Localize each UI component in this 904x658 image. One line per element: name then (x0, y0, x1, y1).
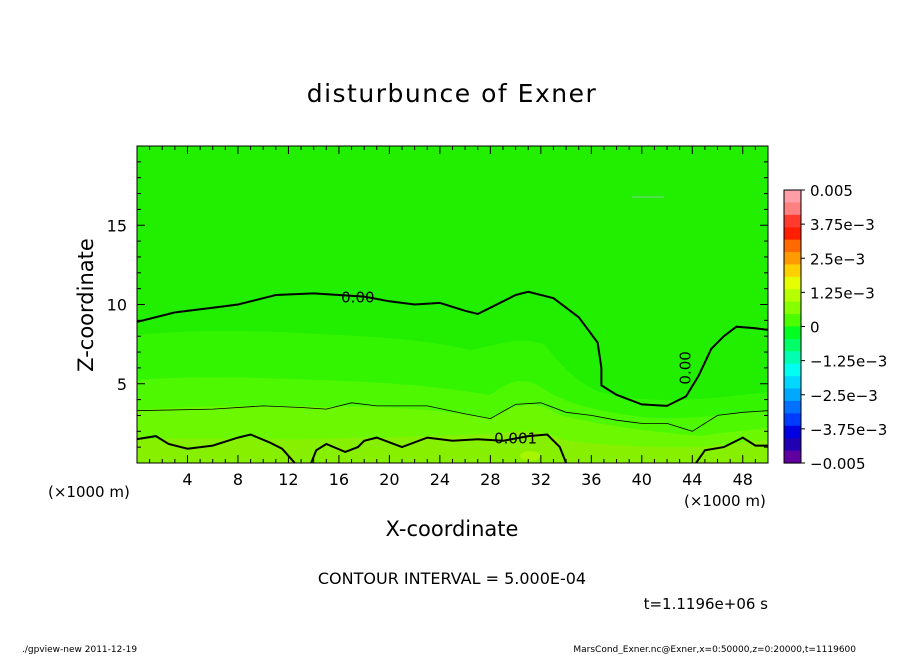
colorbar-label: 3.75e−3 (810, 216, 875, 234)
colorbar-label: −3.75e−3 (810, 421, 887, 439)
x-tick-label: 32 (531, 470, 551, 489)
colorbar-swatch (784, 214, 801, 228)
x-tick-label: 24 (430, 470, 450, 489)
colorbar-swatch (784, 351, 801, 365)
x-tick-label: 12 (278, 470, 298, 489)
x-axis-label: X-coordinate (386, 517, 519, 541)
y-tick-label: 5 (117, 375, 127, 394)
colorbar-label: −0.005 (810, 455, 866, 473)
colorbar-swatch (784, 438, 801, 452)
x-tick-label: 40 (632, 470, 652, 489)
time-note: t=1.1196e+06 s (644, 595, 769, 613)
x-unit-left: (×1000 m) (48, 483, 130, 501)
contour-labels: 0.00 0.00 0.001 (341, 289, 694, 448)
contour-line-0 (137, 290, 768, 407)
fill-band-positive-4 (137, 431, 768, 463)
colorbar-swatch (784, 450, 801, 464)
colorbar-swatch (784, 400, 801, 414)
colorbar-swatch (784, 276, 801, 290)
footer-left: ./gpview-new 2011-12-19 (22, 645, 137, 654)
x-tick-label: 36 (581, 470, 601, 489)
colorbar-label: 2.5e−3 (810, 250, 865, 268)
colorbar-swatch (784, 338, 801, 352)
contour-line-4 (695, 436, 768, 463)
colorbar-swatch (784, 425, 801, 439)
colorbar-label: 1.25e−3 (810, 284, 875, 302)
contour-lines (137, 290, 768, 463)
contour-label-0: 0.00 (341, 289, 374, 307)
x-unit-right: (×1000 m) (684, 492, 766, 510)
colorbar-swatch (784, 264, 801, 278)
x-tick-label: 4 (182, 470, 192, 489)
colorbar-swatch (784, 252, 801, 266)
colorbar-swatch (784, 289, 801, 303)
contour-line-3 (310, 433, 568, 463)
contour-label-1: 0.00 (676, 351, 694, 384)
colorbar-label: −2.5e−3 (810, 387, 878, 405)
contour-label-2: 0.001 (494, 430, 537, 448)
colorbar: 0.005 3.75e−3 2.5e−3 1.25e−3 0 −1.25e−3 −2.5e−… (783, 182, 887, 473)
x-tick-label: 16 (329, 470, 349, 489)
x-tick-label: 44 (682, 470, 702, 489)
colorbar-swatch (784, 301, 801, 315)
x-tick-label: 28 (480, 470, 500, 489)
contour-line-2 (137, 433, 296, 463)
x-tick-label: 48 (733, 470, 753, 489)
colorbar-label: 0.005 (810, 182, 853, 200)
y-axis-label: Z-coordinate (74, 238, 98, 372)
chart-title: disturbunce of Exner (307, 79, 598, 108)
colorbar-label: 0 (810, 319, 820, 337)
colorbar-swatch (784, 413, 801, 427)
fill-band-positive-5 (520, 451, 540, 461)
colorbar-swatch (784, 363, 801, 377)
colorbar-label: −1.25e−3 (810, 353, 887, 371)
colorbar-swatch (784, 388, 801, 402)
contour-interval-note: CONTOUR INTERVAL = 5.000E-04 (318, 569, 586, 588)
y-tick-label: 15 (107, 216, 127, 235)
footer-right: MarsCond_Exner.nc@Exner,x=0:50000,z=0:20… (573, 645, 856, 654)
x-tick-label: 8 (233, 470, 243, 489)
colorbar-swatch (784, 376, 801, 390)
contour-line-1 (137, 402, 768, 432)
x-tick-label: 20 (379, 470, 399, 489)
color-fill-layer (137, 146, 768, 463)
colorbar-swatch (784, 202, 801, 216)
y-tick-label: 10 (107, 296, 127, 315)
colorbar-swatch (784, 190, 801, 204)
colorbar-swatch (784, 227, 801, 241)
colorbar-swatch (784, 326, 801, 340)
colorbar-swatch (784, 314, 801, 328)
colorbar-swatch (784, 239, 801, 253)
